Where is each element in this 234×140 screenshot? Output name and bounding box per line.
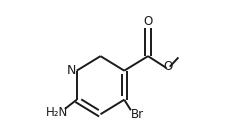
Text: H₂N: H₂N	[46, 106, 68, 119]
Text: O: O	[143, 15, 153, 28]
Text: O: O	[163, 60, 172, 73]
Text: N: N	[67, 64, 76, 77]
Text: Br: Br	[131, 108, 144, 121]
